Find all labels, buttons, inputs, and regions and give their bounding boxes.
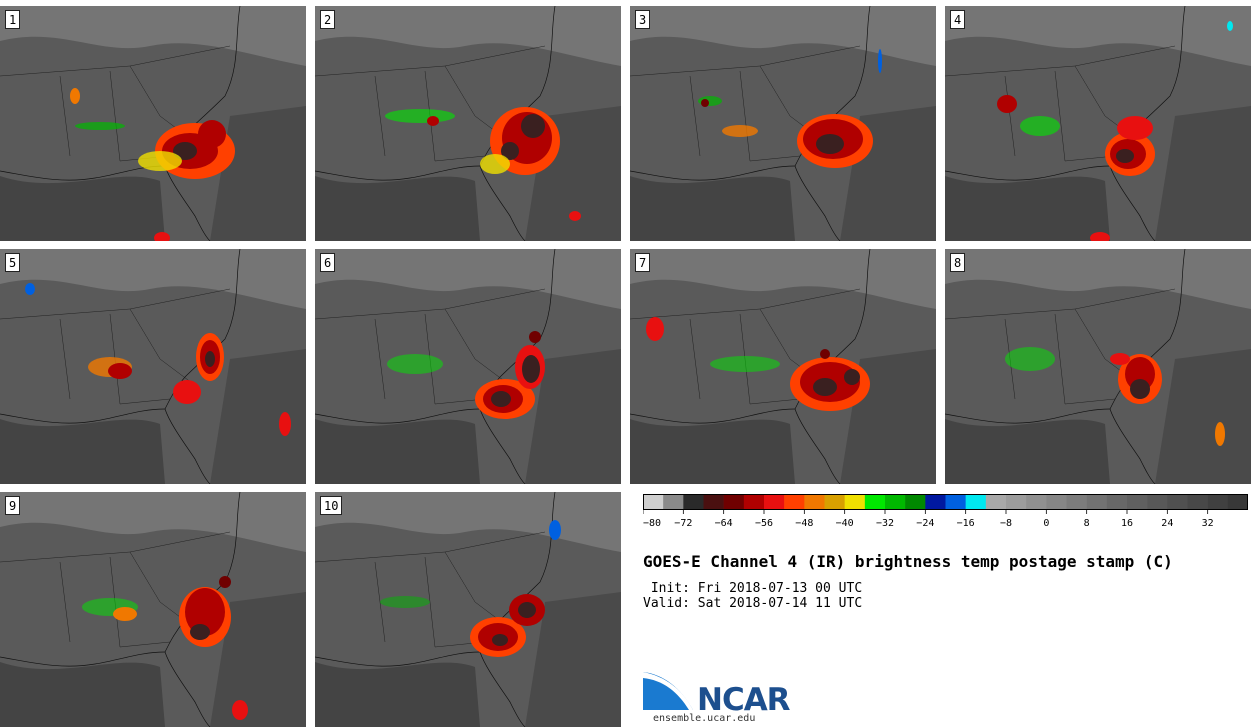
colorbar-ticks: −80 −72 −64 −56 −48 −40 −32 −24 −16 −8 0 8 16 24 32 (643, 510, 1214, 529)
colorbar-swatch (905, 494, 926, 510)
colorbar-swatch (764, 494, 785, 510)
forecast-panel-1: 1 (0, 6, 306, 241)
satellite-map-3 (630, 6, 936, 241)
satellite-map-7 (630, 249, 936, 484)
forecast-panel-8: 8 (945, 249, 1251, 484)
satellite-map-2 (315, 6, 621, 241)
forecast-panel-4: 4 (945, 6, 1251, 241)
panel-label: 7 (635, 253, 651, 272)
colorbar-swatch (885, 494, 906, 510)
colorbar-swatch (743, 494, 765, 510)
colorbar-swatch (1227, 494, 1248, 510)
satellite-map-8 (945, 249, 1251, 484)
panel-label: 9 (5, 496, 21, 515)
colorbar-swatch (723, 494, 745, 510)
colorbar-tick-label: −24 (916, 518, 934, 529)
colorbar-tick-label: 24 (1161, 518, 1173, 529)
colorbar-swatch (965, 494, 987, 510)
colorbar-swatch (643, 494, 664, 510)
storm-clusters-7 (646, 317, 870, 411)
forecast-panel-7: 7 (630, 249, 936, 484)
init-time: Init: Fri 2018-07-13 00 UTC (643, 581, 863, 596)
forecast-panel-5: 5 (0, 249, 306, 484)
colorbar-swatches (643, 494, 1248, 510)
colorbar-tick-label: −56 (755, 518, 773, 529)
storm-clusters-10 (380, 520, 561, 657)
colorbar-swatch (1066, 494, 1087, 510)
colorbar-swatch (683, 494, 704, 510)
satellite-map-5 (0, 249, 306, 484)
colorbar-swatch (1006, 494, 1027, 510)
panel-label: 3 (635, 10, 651, 29)
colorbar-swatch (1127, 494, 1148, 510)
panel-label: 1 (5, 10, 21, 29)
satellite-map-9 (0, 492, 306, 727)
logo-url: ensemble.ucar.edu (653, 713, 756, 724)
storm-clusters-1 (70, 88, 235, 241)
forecast-panel-3: 3 (630, 6, 936, 241)
colorbar-swatch (1187, 494, 1208, 510)
satellite-map-10 (315, 492, 621, 727)
satellite-map-4 (945, 6, 1251, 241)
colorbar-tick-label: −16 (957, 518, 975, 529)
forecast-panel-10: 10 (315, 492, 621, 727)
panel-label: 4 (950, 10, 966, 29)
colorbar-tick-label: 8 (1084, 518, 1090, 529)
panel-label: 10 (320, 496, 343, 515)
colorbar-swatch (1106, 494, 1128, 510)
storm-clusters-8 (1005, 347, 1225, 446)
colorbar-swatch (663, 494, 684, 510)
forecast-panel-2: 2 (315, 6, 621, 241)
colorbar-swatch (985, 494, 1007, 510)
panel-label: 2 (320, 10, 336, 29)
colorbar-swatch (864, 494, 886, 510)
colorbar-tick-label: −8 (1000, 518, 1012, 529)
figure-title: GOES-E Channel 4 (IR) brightness temp po… (643, 552, 1173, 571)
colorbar-tick-label: 32 (1202, 518, 1214, 529)
colorbar-swatch (1207, 494, 1229, 510)
storm-clusters-2 (385, 107, 581, 221)
colorbar-swatch (925, 494, 946, 510)
panel-label: 8 (950, 253, 966, 272)
colorbar-tick-label: −48 (795, 518, 813, 529)
colorbar-tick-label: −40 (836, 518, 854, 529)
colorbar-swatch (1046, 494, 1067, 510)
colorbar-swatch (945, 494, 966, 510)
storm-clusters-6 (387, 331, 545, 419)
colorbar-swatch (784, 494, 805, 510)
colorbar-swatch (1026, 494, 1047, 510)
satellite-map-6 (315, 249, 621, 484)
storm-clusters-5 (25, 283, 291, 436)
storm-clusters-4 (997, 21, 1233, 241)
colorbar-swatch (804, 494, 825, 510)
colorbar-swatch (1167, 494, 1188, 510)
panel-label: 6 (320, 253, 336, 272)
colorbar-tick-label: −64 (715, 518, 733, 529)
colorbar-swatch (1086, 494, 1108, 510)
storm-clusters-9 (82, 576, 248, 720)
colorbar-tick-label: −80 (643, 518, 661, 529)
colorbar-swatch (824, 494, 845, 510)
colorbar-tick-label: 0 (1043, 518, 1049, 529)
logo-text: NCAR (697, 682, 791, 718)
colorbar-tick-label: 16 (1121, 518, 1133, 529)
storm-clusters-3 (698, 49, 882, 168)
colorbar-tick-label: −72 (674, 518, 692, 529)
ncar-logo-icon (643, 672, 693, 710)
colorbar-swatch (844, 494, 866, 510)
forecast-panel-9: 9 (0, 492, 306, 727)
satellite-map-1 (0, 6, 306, 241)
valid-time: Valid: Sat 2018-07-14 11 UTC (643, 596, 863, 611)
colorbar-swatch (703, 494, 724, 510)
colorbar-swatch (1147, 494, 1168, 510)
panel-label: 5 (5, 253, 21, 272)
forecast-panel-6: 6 (315, 249, 621, 484)
colorbar: −80 −72 −64 −56 −48 −40 −32 −24 −16 −8 0 8 16 24 32 (643, 494, 1248, 529)
colorbar-tick-label: −32 (876, 518, 894, 529)
